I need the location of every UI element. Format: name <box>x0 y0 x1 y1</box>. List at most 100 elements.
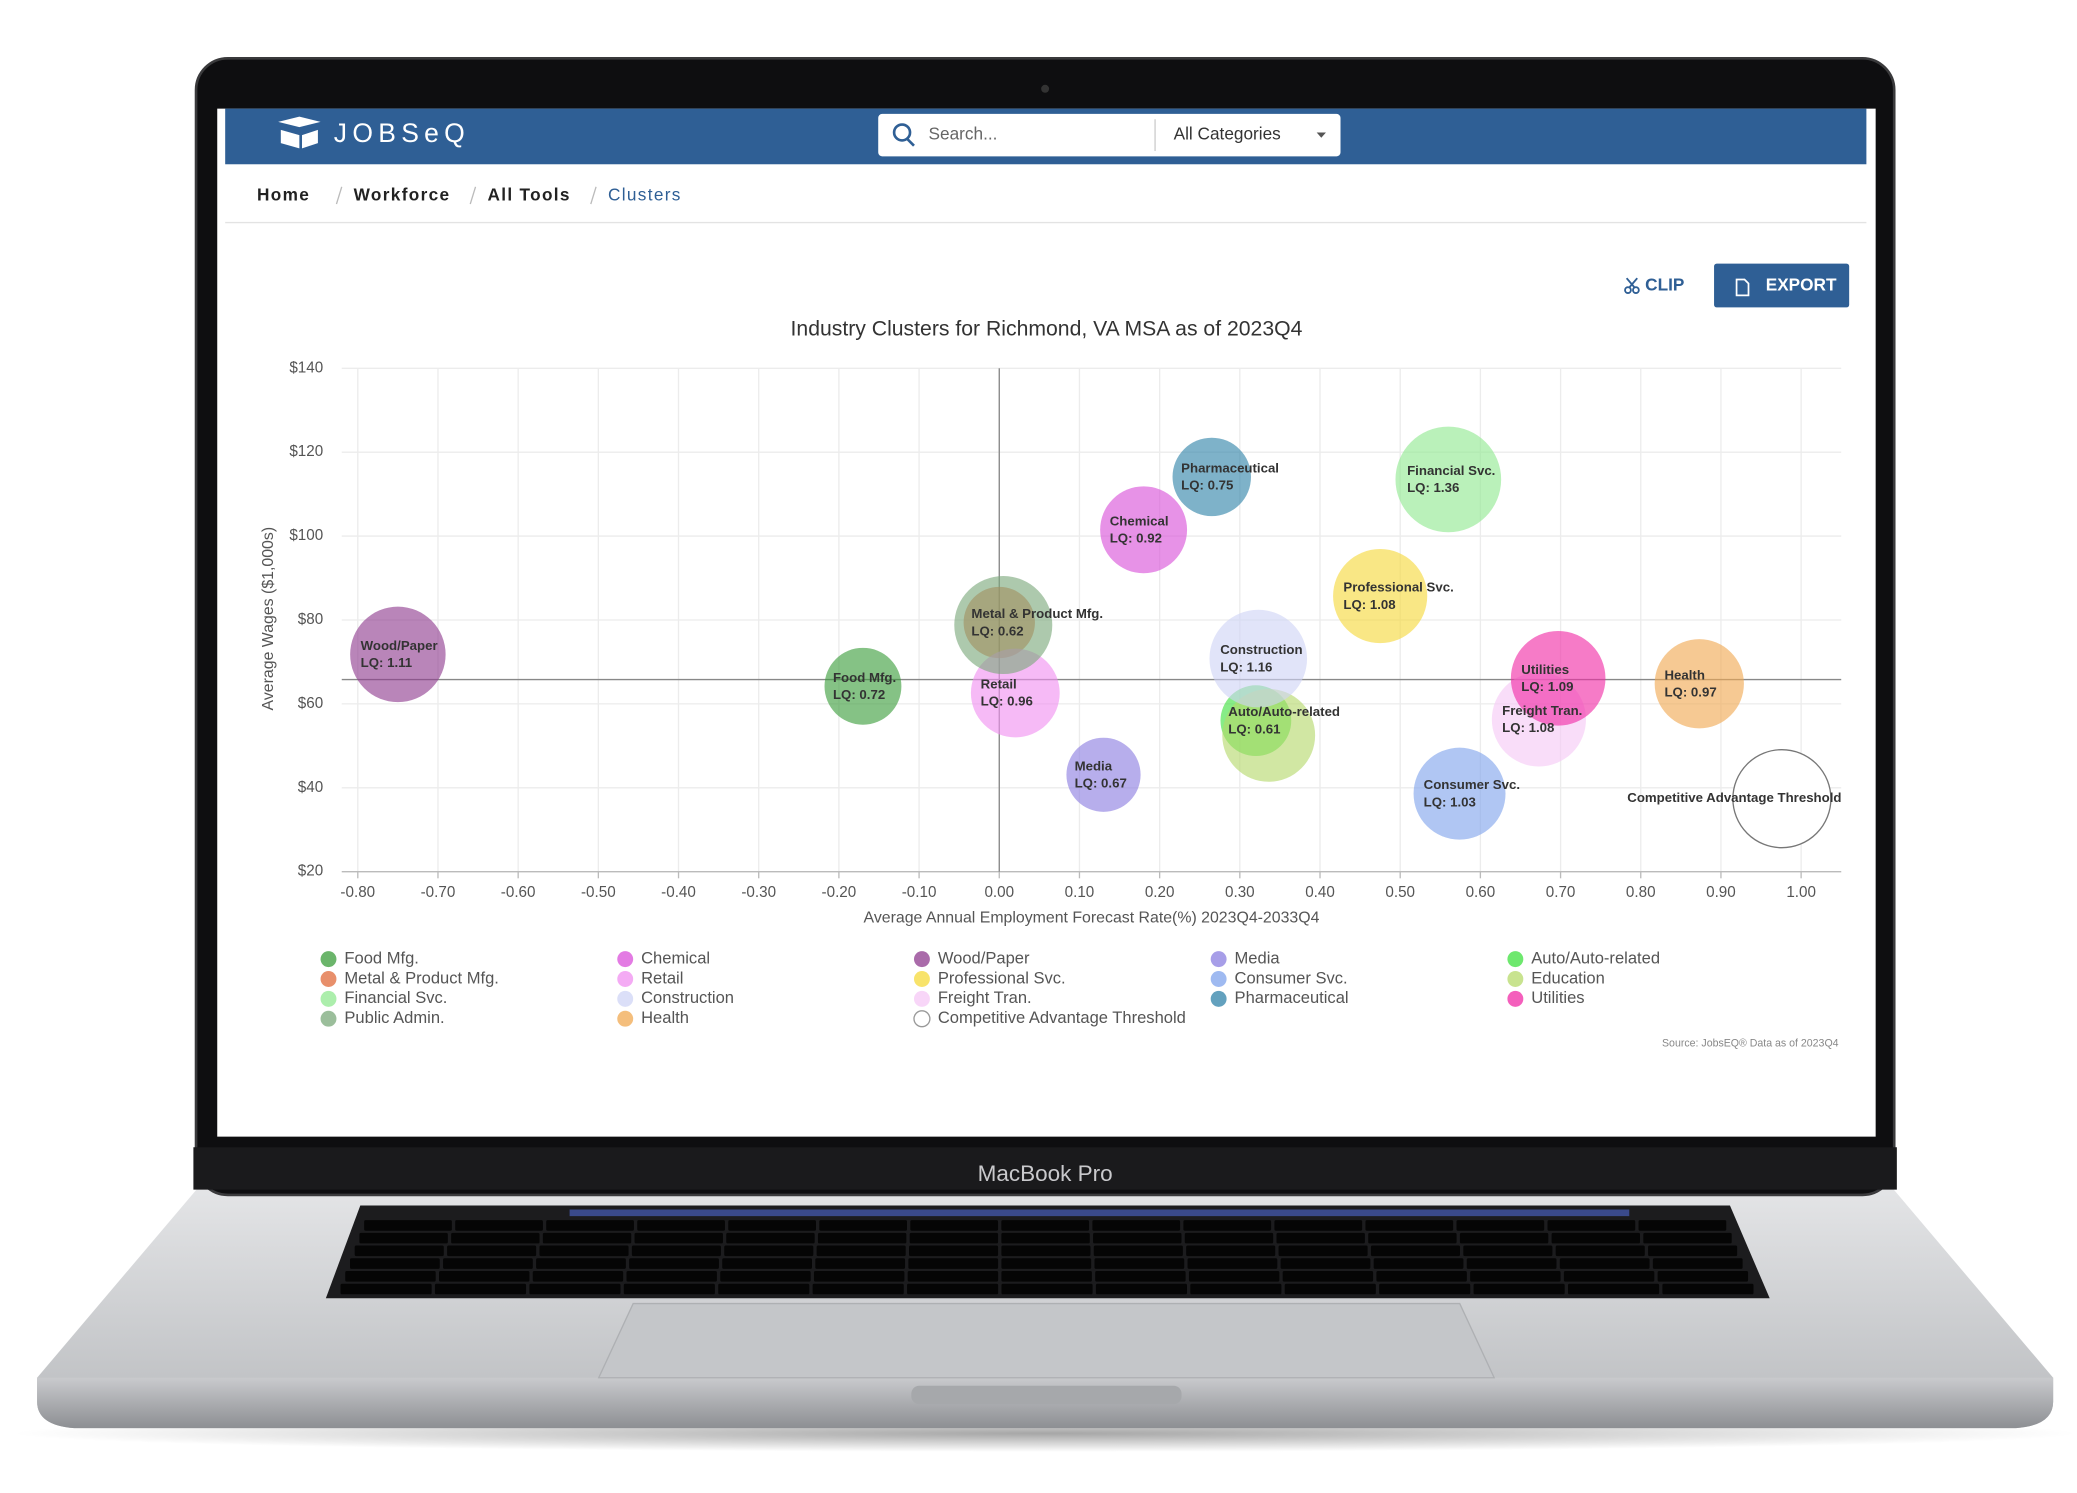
bubble[interactable] <box>1510 630 1606 726</box>
x-tick-label: 0.80 <box>1626 884 1656 901</box>
legend-swatch[interactable] <box>617 990 634 1007</box>
legend-swatch[interactable] <box>913 951 930 968</box>
key <box>819 1220 908 1231</box>
export-icon <box>1735 278 1750 297</box>
breadcrumb[interactable]: Workforce <box>354 185 451 205</box>
y-tick-label: $60 <box>298 695 323 712</box>
y-axis-title: Average Wages ($1,000s) <box>260 527 277 711</box>
bubble-lq-label: LQ: 1.16 <box>1220 659 1272 674</box>
legend-label[interactable]: Media <box>1235 948 1281 967</box>
key <box>726 1232 815 1244</box>
bubble[interactable] <box>350 606 446 703</box>
key <box>720 1270 811 1282</box>
legend-label[interactable]: Auto/Auto-related <box>1531 948 1660 967</box>
logo-icon <box>278 116 321 149</box>
key <box>718 1283 810 1295</box>
bubble[interactable] <box>1395 426 1502 533</box>
x-tick-label: -0.50 <box>581 884 616 901</box>
camera <box>1041 84 1050 93</box>
legend-swatch[interactable] <box>617 951 634 968</box>
x-tick-label: 0.60 <box>1466 884 1496 901</box>
key <box>1001 1232 1090 1244</box>
key <box>1638 1220 1727 1231</box>
legend-label[interactable]: Pharmaceutical <box>1235 988 1349 1007</box>
bubble[interactable] <box>1066 737 1141 812</box>
bubble[interactable] <box>1172 437 1251 517</box>
legend-label[interactable]: Competitive Advantage Threshold <box>938 1008 1186 1027</box>
bubble-lq-label: LQ: 0.72 <box>833 687 885 702</box>
legend-label[interactable]: Freight Tran. <box>938 988 1032 1007</box>
key <box>1095 1270 1186 1282</box>
breadcrumb[interactable]: Clusters <box>608 185 682 205</box>
clip-button[interactable]: CLIP <box>1624 275 1684 295</box>
bubble[interactable] <box>1413 747 1506 840</box>
key <box>1559 1258 1650 1269</box>
legend-swatch[interactable] <box>1210 990 1227 1007</box>
legend-swatch[interactable] <box>617 1010 634 1027</box>
bubble[interactable] <box>1100 486 1188 574</box>
category-select[interactable]: All Categories <box>1174 124 1281 144</box>
chart-title: Industry Clusters for Richmond, VA MSA a… <box>791 317 1303 340</box>
legend-swatch[interactable] <box>320 971 337 987</box>
clip-label[interactable]: CLIP <box>1645 275 1684 295</box>
breadcrumbs: Home Workforce All Tools Clusters <box>257 185 682 205</box>
bubble-label: Competitive Advantage Threshold <box>1627 790 1841 805</box>
bubble-label: Auto/Auto-related <box>1228 704 1340 719</box>
key <box>434 1283 527 1295</box>
legend-swatch[interactable] <box>1210 951 1227 968</box>
legend-swatch[interactable] <box>913 971 930 987</box>
legend-label[interactable]: Health <box>641 1008 689 1027</box>
legend-label[interactable]: Retail <box>641 968 683 987</box>
x-tick-label: -0.10 <box>902 884 937 901</box>
key <box>1648 1245 1738 1257</box>
legend-swatch[interactable] <box>1507 971 1524 987</box>
bubble[interactable] <box>824 647 902 725</box>
key <box>443 1258 533 1269</box>
key <box>354 1245 444 1257</box>
legend-label[interactable]: Food Mfg. <box>344 948 418 967</box>
legend-label[interactable]: Professional Svc. <box>938 968 1066 987</box>
bubble[interactable] <box>1654 639 1744 729</box>
legend-swatch[interactable] <box>1507 951 1524 968</box>
legend-swatch[interactable] <box>1507 990 1524 1007</box>
bubble[interactable] <box>1209 609 1308 708</box>
legend-swatch[interactable] <box>913 990 930 1007</box>
bubble-label: Media <box>1075 758 1113 773</box>
bubble[interactable] <box>1222 688 1316 782</box>
legend-swatch[interactable] <box>320 1010 337 1027</box>
legend-label[interactable]: Metal & Product Mfg. <box>344 968 498 987</box>
bubble-lq-label: LQ: 0.96 <box>981 694 1033 709</box>
search-box[interactable] <box>878 113 1341 157</box>
legend-swatch[interactable] <box>320 951 337 968</box>
legend-label[interactable]: Financial Svc. <box>344 988 447 1007</box>
bubble[interactable] <box>1333 548 1428 644</box>
breadcrumb[interactable]: All Tools <box>487 185 570 205</box>
y-tick-label: $80 <box>298 611 323 628</box>
legend-label[interactable]: Utilities <box>1531 988 1584 1007</box>
key <box>812 1283 904 1295</box>
legend-label[interactable]: Construction <box>641 988 734 1007</box>
legend-label[interactable]: Public Admin. <box>344 1008 444 1027</box>
legend-swatch[interactable] <box>913 1010 931 1028</box>
key <box>349 1258 440 1269</box>
breadcrumb[interactable]: Home <box>257 185 310 205</box>
export-button[interactable] <box>1714 263 1850 308</box>
legend-swatch[interactable] <box>320 990 337 1007</box>
legend-label[interactable]: Education <box>1531 968 1605 987</box>
legend-swatch[interactable] <box>1210 971 1227 987</box>
legend-label[interactable]: Wood/Paper <box>938 948 1030 967</box>
key <box>451 1232 540 1244</box>
key <box>817 1232 907 1244</box>
bubble[interactable] <box>954 576 1053 675</box>
key <box>1094 1258 1185 1269</box>
export-label[interactable]: EXPORT <box>1766 275 1837 295</box>
bubble-lq-label: LQ: 1.11 <box>361 655 412 670</box>
legend-label[interactable]: Consumer Svc. <box>1235 968 1348 987</box>
key <box>907 1270 999 1282</box>
legend-label[interactable]: Chemical <box>641 948 710 967</box>
bubble[interactable] <box>1732 749 1832 849</box>
key <box>529 1283 621 1295</box>
legend-swatch[interactable] <box>617 971 634 987</box>
x-tick-label: 1.00 <box>1786 884 1816 901</box>
